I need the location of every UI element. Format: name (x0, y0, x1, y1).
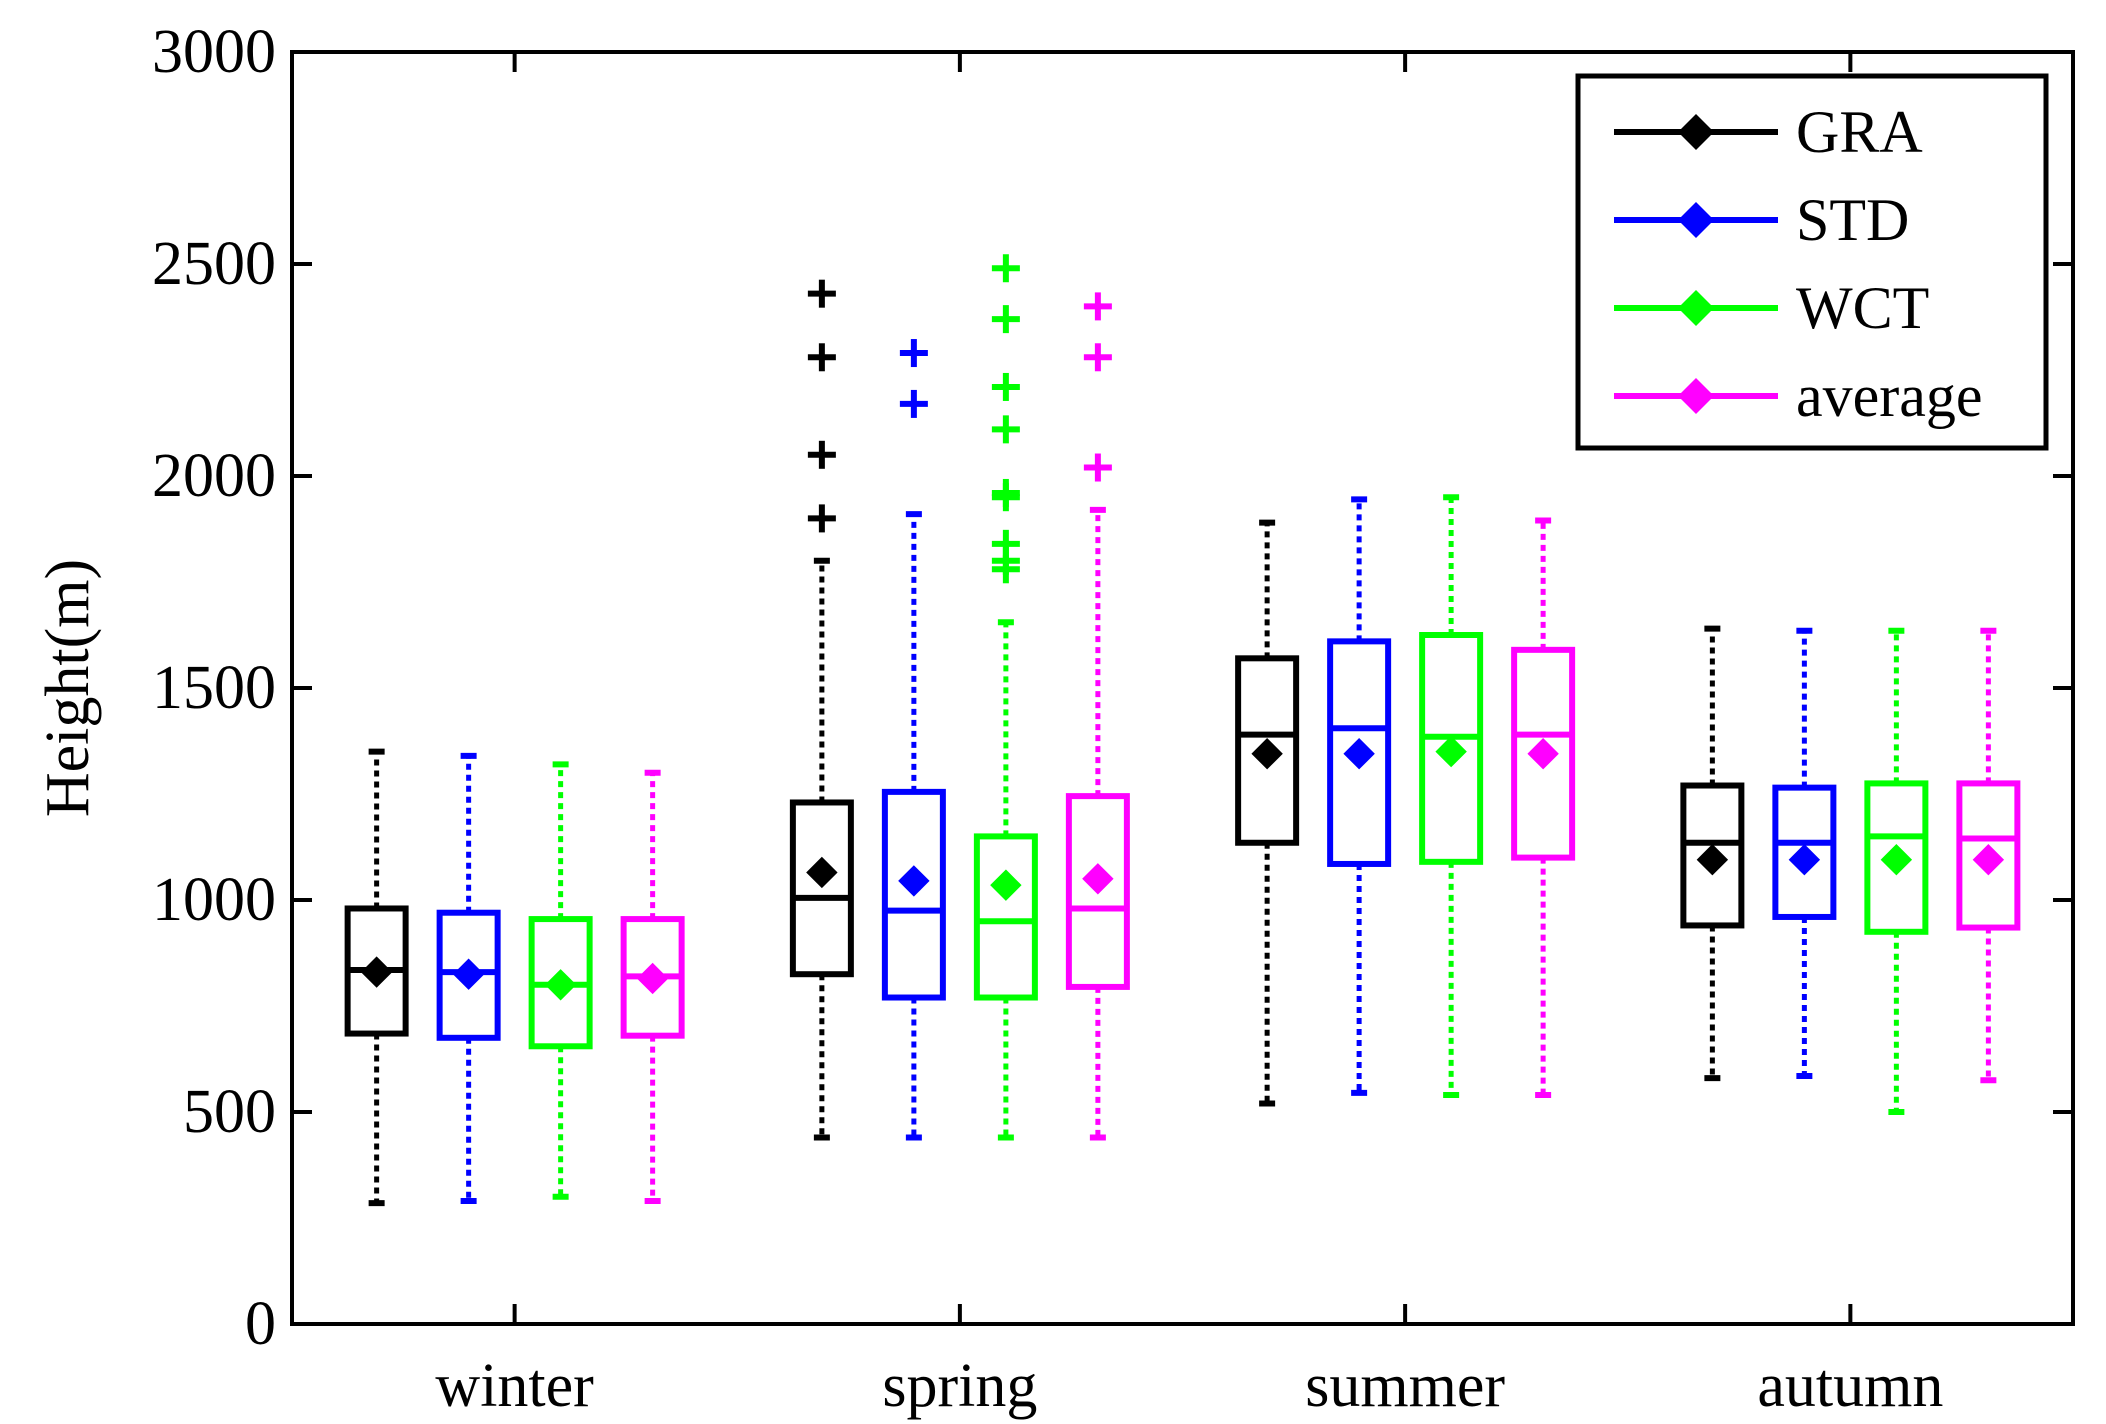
outlier-average-spring-0 (1083, 453, 1112, 482)
outlier-std-spring-0 (899, 389, 928, 418)
legend-entry-average: average (1614, 363, 1983, 429)
mean-marker-gra-winter (360, 956, 393, 988)
mean-marker-average-spring (1082, 863, 1114, 895)
legend-marker (1678, 378, 1714, 414)
series-std (436, 339, 1837, 1205)
outlier-wct-spring-8 (991, 254, 1020, 283)
box-std-spring (881, 788, 946, 1001)
legend-label: STD (1796, 187, 1909, 253)
y-tick-label-2000: 2000 (152, 442, 276, 510)
legend-label: average (1796, 363, 1983, 429)
x-category-label-spring: spring (882, 1352, 1037, 1420)
y-axis-label: Height(m) (34, 559, 102, 817)
mean-marker-average-summer (1527, 738, 1559, 770)
mean-marker-std-winter (452, 958, 485, 990)
box-std-summer (1327, 638, 1392, 867)
outlier-wct-spring-7 (991, 305, 1020, 334)
y-tick-label-1000: 1000 (152, 866, 276, 934)
x-category-label-summer: summer (1305, 1352, 1505, 1420)
mean-marker-gra-spring (806, 856, 838, 889)
mean-marker-average-autumn (1972, 844, 2005, 876)
outlier-gra-spring-0 (807, 504, 836, 533)
x-category-label-winter: winter (435, 1352, 594, 1420)
mean-marker-wct-winter (544, 969, 577, 1001)
box-wct-spring (973, 833, 1038, 1001)
legend: GRA STD WCT average (1575, 73, 2049, 451)
mean-marker-average-winter (636, 962, 669, 995)
box-average-summer (1511, 646, 1576, 861)
mean-marker-gra-autumn (1696, 844, 1729, 876)
legend-entry-std: STD (1614, 187, 1909, 253)
outlier-gra-spring-2 (807, 343, 836, 372)
y-tick-label-0: 0 (245, 1290, 276, 1358)
box-wct-autumn (1864, 780, 1929, 935)
legend-marker (1678, 202, 1714, 238)
legend-box (1575, 73, 2049, 451)
plot-area (344, 254, 2021, 1207)
box-average-spring (1065, 793, 1130, 990)
legend-marker (1678, 114, 1714, 150)
box-wct-summer (1419, 632, 1484, 865)
legend-marker (1678, 290, 1714, 326)
axes: 0 500 1000 1500 2000 2500 3000 winter spring summ… (34, 18, 2075, 1420)
outlier-wct-spring-4 (991, 478, 1020, 507)
legend-entry-gra: GRA (1614, 99, 1923, 165)
mean-marker-std-autumn (1788, 844, 1821, 876)
box-std-autumn (1772, 784, 1837, 920)
outlier-gra-spring-3 (807, 279, 836, 308)
y-tick-label-3000: 3000 (152, 18, 276, 86)
mean-marker-std-spring (898, 865, 930, 897)
y-tick-label-2500: 2500 (152, 230, 276, 298)
box-gra-summer (1235, 655, 1300, 846)
series-average (620, 292, 2021, 1205)
mean-marker-std-summer (1343, 738, 1375, 770)
outlier-wct-spring-5 (991, 415, 1020, 444)
outlier-gra-spring-1 (807, 440, 836, 469)
legend-label: GRA (1796, 99, 1923, 165)
mean-marker-gra-summer (1251, 738, 1283, 770)
box-average-autumn (1956, 780, 2021, 931)
legend-label: WCT (1796, 275, 1929, 341)
outlier-wct-spring-6 (991, 372, 1020, 401)
mean-marker-wct-spring (990, 869, 1022, 901)
outlier-wct-spring-2 (991, 529, 1020, 558)
legend-entry-wct: WCT (1614, 275, 1929, 341)
box-std-winter (436, 909, 501, 1041)
mean-marker-wct-summer (1435, 735, 1467, 768)
series-gra (344, 279, 1745, 1207)
mean-marker-wct-autumn (1880, 844, 1913, 876)
box-gra-spring (789, 799, 854, 978)
series-wct (528, 254, 1929, 1200)
outlier-average-spring-2 (1083, 292, 1112, 321)
y-tick-label-1500: 1500 (152, 654, 276, 722)
outlier-average-spring-1 (1083, 343, 1112, 372)
box-gra-autumn (1680, 782, 1745, 929)
outlier-std-spring-1 (899, 339, 928, 368)
x-category-label-autumn: autumn (1757, 1352, 1943, 1420)
y-tick-label-500: 500 (183, 1078, 276, 1146)
